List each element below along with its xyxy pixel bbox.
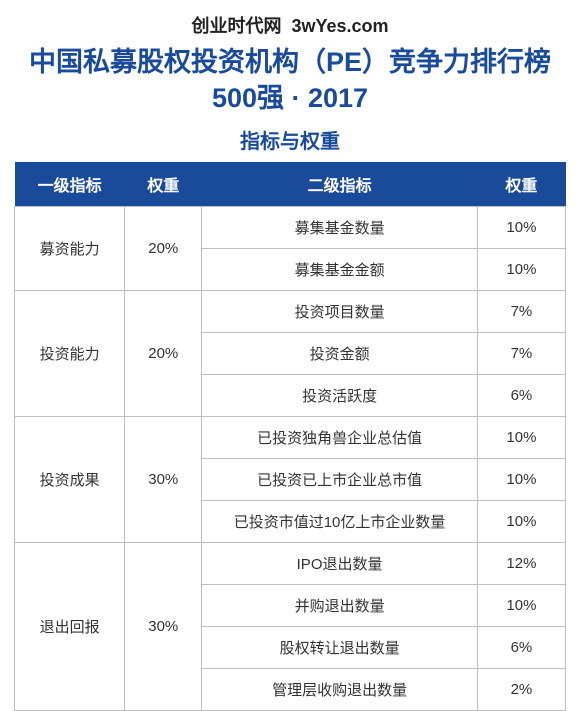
weights-table: 一级指标 权重 二级指标 权重 募资能力20%募集基金数量10%募集基金金额10… <box>14 162 566 711</box>
level2-cell: 募集基金金额 <box>202 248 478 290</box>
page-title: 中国私募股权投资机构（PE）竞争力排行榜500强 · 2017 <box>14 44 566 117</box>
level2-cell: 股权转让退出数量 <box>202 626 478 668</box>
col-level1: 一级指标 <box>15 162 125 207</box>
weight2-cell: 10% <box>477 500 565 542</box>
weight2-cell: 10% <box>477 584 565 626</box>
weight2-cell: 7% <box>477 332 565 374</box>
table-row: 投资能力20%投资项目数量7% <box>15 290 566 332</box>
level2-cell: 已投资已上市企业总市值 <box>202 458 478 500</box>
col-weight2: 权重 <box>477 162 565 207</box>
level2-cell: 投资活跃度 <box>202 374 478 416</box>
level1-cell: 募资能力 <box>15 206 125 290</box>
col-weight1: 权重 <box>125 162 202 207</box>
col-level2: 二级指标 <box>202 162 478 207</box>
page-subtitle: 指标与权重 <box>14 125 566 154</box>
weight2-cell: 10% <box>477 416 565 458</box>
level1-cell: 投资成果 <box>15 416 125 542</box>
site-name: 创业时代网 <box>191 16 281 36</box>
table-row: 投资成果30%已投资独角兽企业总估值10% <box>15 416 566 458</box>
level2-cell: 投资项目数量 <box>202 290 478 332</box>
level2-cell: 已投资独角兽企业总估值 <box>202 416 478 458</box>
level2-cell: 投资金额 <box>202 332 478 374</box>
table-row: 退出回报30%IPO退出数量12% <box>15 542 566 584</box>
weight2-cell: 6% <box>477 374 565 416</box>
weight1-cell: 20% <box>125 206 202 290</box>
weight2-cell: 10% <box>477 206 565 248</box>
weight2-cell: 12% <box>477 542 565 584</box>
level2-cell: 募集基金数量 <box>202 206 478 248</box>
level1-cell: 投资能力 <box>15 290 125 416</box>
weight2-cell: 10% <box>477 248 565 290</box>
weight2-cell: 10% <box>477 458 565 500</box>
weight1-cell: 30% <box>125 416 202 542</box>
table-row: 募资能力20%募集基金数量10% <box>15 206 566 248</box>
weight1-cell: 20% <box>125 290 202 416</box>
weight1-cell: 30% <box>125 542 202 710</box>
level2-cell: IPO退出数量 <box>202 542 478 584</box>
site-domain: 3wYes.com <box>291 16 388 36</box>
weight2-cell: 7% <box>477 290 565 332</box>
table-header-row: 一级指标 权重 二级指标 权重 <box>15 162 566 207</box>
level2-cell: 已投资市值过10亿上市企业数量 <box>202 500 478 542</box>
level1-cell: 退出回报 <box>15 542 125 710</box>
level2-cell: 并购退出数量 <box>202 584 478 626</box>
site-line: 创业时代网 3wYes.com <box>14 12 566 38</box>
weight2-cell: 6% <box>477 626 565 668</box>
